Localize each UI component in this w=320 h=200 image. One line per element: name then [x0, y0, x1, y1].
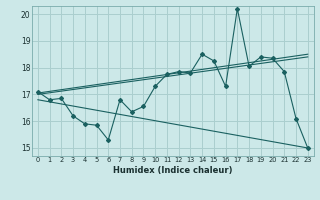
- X-axis label: Humidex (Indice chaleur): Humidex (Indice chaleur): [113, 166, 233, 175]
